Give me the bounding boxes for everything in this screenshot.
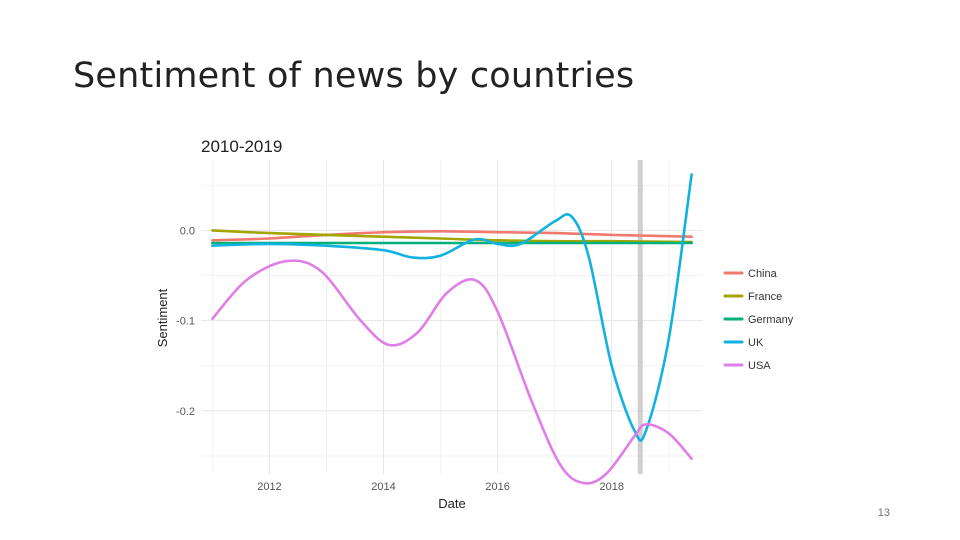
highlight-band [637,160,643,474]
y-tick-label: -0.2 [176,406,195,418]
legend-label-france: France [748,291,782,303]
x-tick-label: 2016 [485,481,509,493]
legend-label-uk: UK [748,337,764,349]
y-axis-title: Sentiment [155,288,170,347]
tick-labels: 2012 2014 2016 2018 0.0 -0.1 -0.2 [176,225,624,493]
series-line-france [211,229,693,244]
plot-area [201,160,703,474]
legend: China France Germany UK USA [723,268,794,372]
x-tick-label: 2012 [257,481,281,493]
slide-title: Sentiment of news by countries [73,56,635,96]
x-axis-title: Date [438,496,465,511]
highlight-band-layer [637,160,643,474]
chart-title: 2010-2019 [201,137,282,156]
legend-label-china: China [748,268,778,280]
y-tick-label: -0.1 [176,316,195,328]
series-line-china [211,230,693,242]
y-tick-label: 0.0 [180,225,195,237]
legend-label-usa: USA [748,360,771,372]
x-tick-label: 2018 [599,481,623,493]
plot-background [201,160,703,474]
series-line-usa [211,259,693,485]
series-lines [211,173,693,485]
series-line-uk [211,173,693,442]
x-tick-label: 2014 [371,481,395,493]
legend-label-germany: Germany [748,314,794,326]
page-number: 13 [877,507,890,519]
